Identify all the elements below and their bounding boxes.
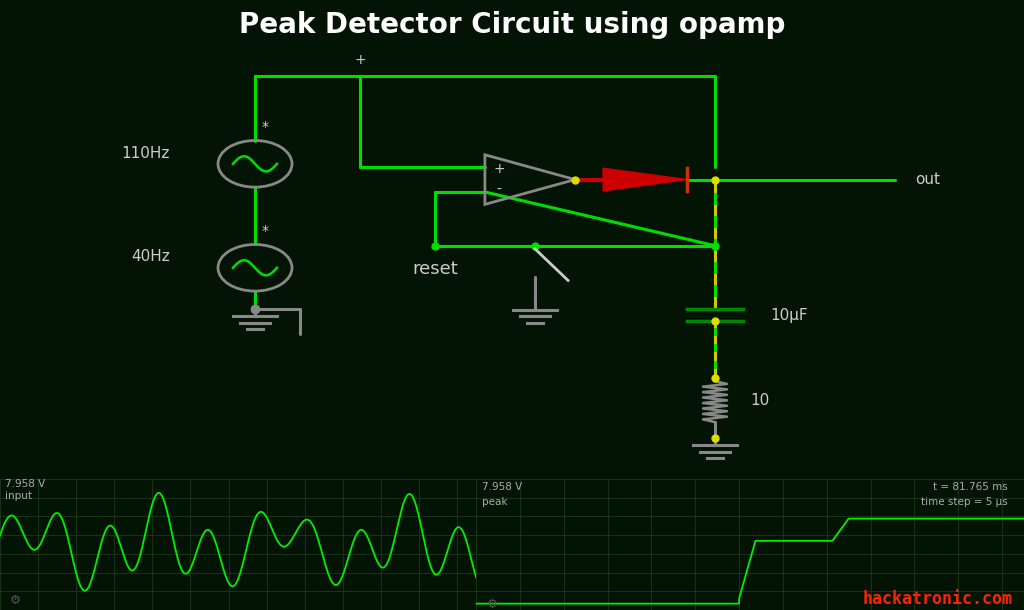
Text: input: input xyxy=(5,490,32,501)
Text: time step = 5 μs: time step = 5 μs xyxy=(921,497,1008,507)
Text: -: - xyxy=(497,183,502,197)
Text: hackatronic.com: hackatronic.com xyxy=(863,590,1013,608)
Text: 110Hz: 110Hz xyxy=(122,146,170,160)
Text: 7.958 V: 7.958 V xyxy=(481,482,522,492)
Text: +: + xyxy=(493,162,505,176)
Text: +: + xyxy=(354,53,366,67)
Text: 10μF: 10μF xyxy=(770,307,808,323)
Text: peak: peak xyxy=(481,497,507,507)
Polygon shape xyxy=(603,168,687,191)
Text: *: * xyxy=(261,120,268,134)
Text: ⚙: ⚙ xyxy=(487,598,499,610)
Text: t = 81.765 ms: t = 81.765 ms xyxy=(933,482,1008,492)
Text: 10: 10 xyxy=(750,393,769,407)
Text: 40Hz: 40Hz xyxy=(131,249,170,265)
Text: out: out xyxy=(915,172,940,187)
Text: *: * xyxy=(261,224,268,238)
Text: reset: reset xyxy=(412,260,458,278)
Text: 7.958 V: 7.958 V xyxy=(5,479,45,489)
Text: Peak Detector Circuit using opamp: Peak Detector Circuit using opamp xyxy=(239,11,785,39)
Text: ⚙: ⚙ xyxy=(9,594,20,608)
